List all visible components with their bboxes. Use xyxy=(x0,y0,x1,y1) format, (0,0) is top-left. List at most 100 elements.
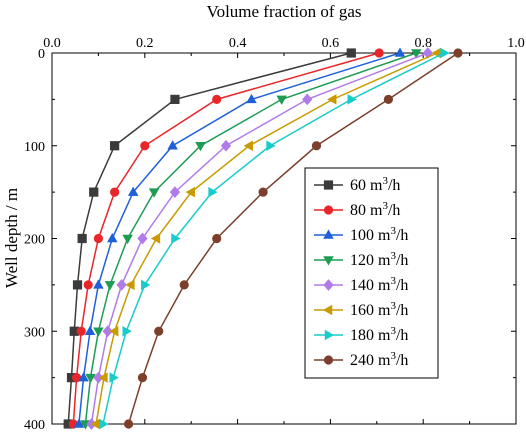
data-point xyxy=(127,186,139,196)
data-point xyxy=(141,279,151,291)
y-axis-title: Well depth / m xyxy=(2,188,21,288)
data-point xyxy=(453,48,463,58)
legend-marker xyxy=(323,355,334,365)
data-point xyxy=(85,373,96,384)
data-point xyxy=(170,94,180,104)
legend-label: 100 m3/h xyxy=(350,225,408,244)
data-point xyxy=(208,186,218,198)
x-axis-title: Volume fraction of gas xyxy=(206,2,361,21)
data-point xyxy=(140,141,150,151)
legend-label: 240 m3/h xyxy=(350,350,408,369)
data-point xyxy=(76,326,86,336)
data-point xyxy=(347,94,357,105)
data-point xyxy=(109,326,119,337)
data-point xyxy=(84,325,96,335)
y-tick-label: 100 xyxy=(24,140,45,155)
data-point xyxy=(93,233,103,244)
legend-label: 160 m3/h xyxy=(350,300,408,319)
data-point xyxy=(99,418,109,430)
data-point xyxy=(116,279,127,291)
data-point xyxy=(154,326,164,336)
legend-entry: 80 m3/h xyxy=(314,200,400,219)
data-point xyxy=(73,418,85,428)
data-point xyxy=(169,186,181,198)
data-point xyxy=(185,186,195,198)
data-point xyxy=(137,373,148,383)
data-point xyxy=(346,48,356,58)
data-point xyxy=(410,49,422,59)
data-point xyxy=(212,94,222,104)
data-point xyxy=(93,279,104,289)
data-point xyxy=(302,93,313,106)
data-point xyxy=(258,187,268,197)
data-point xyxy=(179,280,189,290)
data-point xyxy=(89,187,99,197)
data-point xyxy=(110,187,120,197)
series-layer xyxy=(63,47,463,430)
data-point xyxy=(383,94,394,104)
legend-marker xyxy=(322,304,333,316)
legend-label: 60 m3/h xyxy=(350,175,400,194)
data-point xyxy=(212,233,222,244)
data-point xyxy=(148,188,160,198)
legend-entry: 60 m3/h xyxy=(314,175,400,194)
legend-marker xyxy=(324,329,335,341)
data-point xyxy=(327,94,337,105)
series-2 xyxy=(68,48,384,429)
data-point xyxy=(440,47,450,59)
data-point xyxy=(243,140,253,151)
x-tick-label: 0.0 xyxy=(43,36,61,51)
x-tick-label: 0.8 xyxy=(414,36,432,51)
data-point xyxy=(78,372,89,382)
data-point xyxy=(93,327,104,337)
y-tick-label: 200 xyxy=(24,233,45,248)
data-point xyxy=(122,234,133,245)
legend-label: 180 m3/h xyxy=(350,325,408,344)
data-point xyxy=(125,279,135,291)
series-8 xyxy=(123,48,463,429)
legend-marker xyxy=(323,205,334,215)
data-point xyxy=(150,233,161,244)
data-point xyxy=(110,141,120,151)
data-point xyxy=(220,139,232,152)
data-point xyxy=(422,47,433,59)
data-point xyxy=(137,232,148,245)
y-tick-label: 0 xyxy=(38,47,45,62)
data-point xyxy=(83,280,93,290)
y-tick-label: 400 xyxy=(24,418,45,432)
series-5 xyxy=(86,47,433,430)
legend-label: 120 m3/h xyxy=(350,250,408,269)
x-tick-label: 0.6 xyxy=(322,36,340,51)
data-point xyxy=(123,419,134,429)
legend-label: 140 m3/h xyxy=(350,275,408,294)
x-tick-label: 1.0 xyxy=(507,36,525,51)
data-point xyxy=(266,140,276,151)
legend-label: 80 m3/h xyxy=(350,200,400,219)
data-point xyxy=(102,325,113,338)
legend-box xyxy=(304,167,439,379)
data-point xyxy=(122,326,132,337)
data-point xyxy=(195,142,206,152)
plot-area-frame xyxy=(51,52,517,425)
x-tick-label: 0.4 xyxy=(229,36,247,51)
legend-marker xyxy=(323,279,334,291)
data-point xyxy=(276,95,287,105)
series-6 xyxy=(90,47,441,430)
series-1 xyxy=(63,48,356,429)
y-tick-label: 300 xyxy=(24,325,45,340)
legend-marker xyxy=(323,256,334,266)
data-point xyxy=(171,233,181,244)
legend-marker xyxy=(323,229,334,239)
data-point xyxy=(104,281,116,291)
data-point xyxy=(98,372,108,383)
data-point xyxy=(374,48,384,58)
data-point xyxy=(93,371,104,384)
data-point xyxy=(107,232,118,243)
data-point xyxy=(109,372,119,383)
data-point xyxy=(394,47,406,57)
data-point xyxy=(77,233,87,244)
legend-entry: 140 m3/h xyxy=(314,275,408,294)
data-point xyxy=(167,140,178,150)
series-3 xyxy=(73,47,406,428)
